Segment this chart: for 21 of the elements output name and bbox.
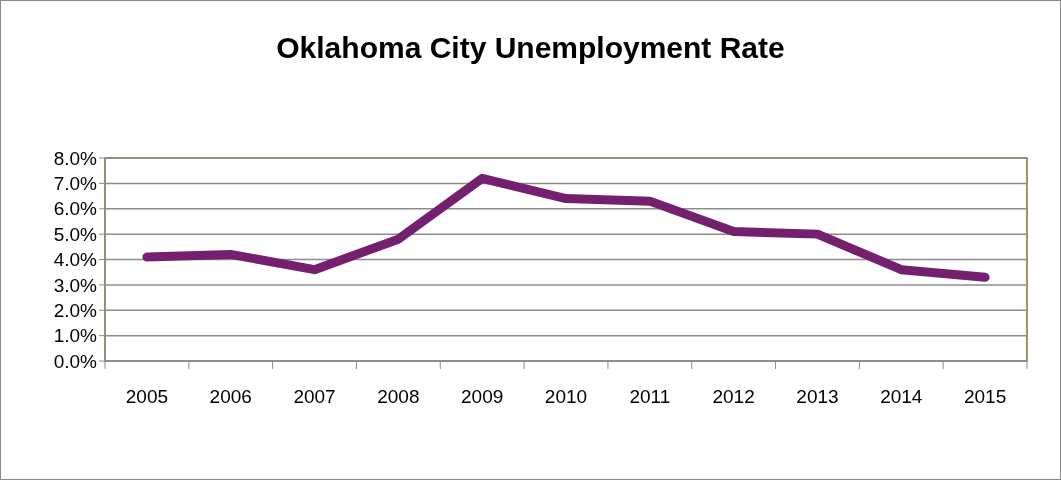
y-tick-label: 7.0% [53,173,98,195]
y-tick-label: 3.0% [53,274,98,296]
y-tick-label: 1.0% [53,325,98,347]
y-tick-label: 4.0% [53,249,98,271]
y-tick-label: 8.0% [53,147,98,169]
x-tick-label: 2012 [712,386,755,407]
x-tick-label: 2007 [293,386,336,407]
x-tick-label: 2009 [461,386,504,407]
y-tick-label: 6.0% [53,198,98,220]
y-tick-label: 2.0% [53,299,98,321]
x-tick-label: 2015 [963,386,1007,407]
x-tick-label: 2013 [796,386,839,407]
x-tick-label: 2006 [209,386,252,407]
x-tick-label: 2008 [377,386,420,407]
x-tick-label: 2010 [544,386,588,407]
y-tick-label: 5.0% [53,223,98,245]
x-tick-label: 2005 [125,386,169,407]
x-tick-label: 2011 [629,386,671,407]
x-tick-label: 2014 [880,386,923,407]
y-tick-label: 0.0% [53,350,98,372]
chart-title: Oklahoma City Unemployment Rate [276,31,785,64]
